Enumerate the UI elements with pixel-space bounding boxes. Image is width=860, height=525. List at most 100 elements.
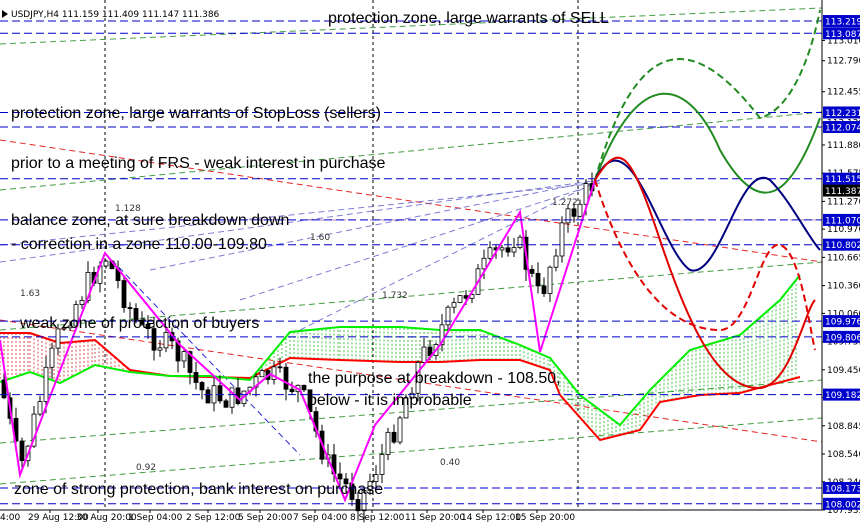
candle-body bbox=[541, 285, 547, 294]
fib-label: 1.732 bbox=[382, 291, 408, 301]
candle-body bbox=[439, 324, 445, 345]
fib-label: 0.92 bbox=[136, 463, 156, 473]
price-level-labels: 113.219 113.087 112.231 112.074 111.515 111.0… bbox=[823, 15, 860, 510]
candle-body bbox=[337, 473, 343, 480]
candle-body bbox=[145, 323, 151, 330]
forecast-red-solid bbox=[594, 156, 816, 390]
candle-body bbox=[43, 366, 49, 402]
candle-body bbox=[427, 346, 433, 356]
trend-line bbox=[0, 417, 823, 485]
candle-body bbox=[391, 431, 397, 443]
current-price-label: 111.387 bbox=[825, 187, 860, 197]
level-label: 109.806 bbox=[825, 333, 860, 343]
annotation-correction-zone: - correction in a zone 110.00-109.80 bbox=[11, 236, 267, 253]
x-tick-label-partial: 4:00 bbox=[0, 513, 20, 523]
candle-body bbox=[271, 366, 277, 380]
level-label-box bbox=[823, 213, 860, 226]
candle-body bbox=[229, 387, 235, 408]
candle-body bbox=[19, 440, 25, 462]
candle-body bbox=[127, 307, 133, 309]
candle-body bbox=[187, 351, 193, 373]
y-tick-label: 112.790 bbox=[827, 57, 860, 67]
annotation-weak-zone: weak zone of protection of buyers bbox=[19, 315, 259, 332]
x-tick-label: 1 Sep 04:00 bbox=[128, 513, 183, 523]
candle-body bbox=[577, 203, 583, 217]
candle-body bbox=[223, 400, 229, 408]
level-label: 111.070 bbox=[825, 216, 860, 226]
candle-body bbox=[487, 247, 493, 259]
candle-body bbox=[529, 269, 535, 274]
senkou-span-a bbox=[0, 332, 801, 442]
x-tick-label: 14 Sep 12:00 bbox=[461, 513, 521, 523]
level-label: 108.173 bbox=[825, 484, 860, 494]
x-tick-label: 30 Aug 20:00 bbox=[76, 513, 137, 523]
candle-body bbox=[583, 183, 589, 205]
candle-body bbox=[55, 328, 61, 349]
level-label: 112.231 bbox=[825, 109, 860, 119]
candle-body bbox=[163, 332, 169, 349]
candle-body bbox=[277, 366, 283, 369]
fibonacci-labels: 1.128 1.272 1.732 1.63 0.40 0.92 1.60 bbox=[20, 198, 578, 473]
level-label: 110.802 bbox=[825, 241, 860, 251]
candle-body bbox=[121, 280, 127, 308]
x-tick-label: 15 Sep 20:00 bbox=[515, 513, 575, 523]
level-label: 111.515 bbox=[825, 175, 860, 185]
trend-line bbox=[0, 7, 823, 45]
trend-line bbox=[0, 379, 823, 444]
zigzag bbox=[0, 179, 596, 503]
candle-body bbox=[547, 266, 553, 294]
candle-body bbox=[385, 431, 391, 455]
fib-label: 1.63 bbox=[20, 289, 40, 299]
trend-line bbox=[0, 179, 601, 263]
ichimoku-cloud bbox=[0, 274, 801, 442]
level-label: 109.976 bbox=[825, 318, 860, 328]
level-label-box bbox=[823, 497, 860, 510]
senkou-span-b bbox=[0, 274, 801, 427]
candle-body bbox=[445, 306, 451, 326]
fib-label: 1.128 bbox=[115, 204, 141, 214]
candle-body bbox=[481, 257, 487, 270]
horizontal-levels bbox=[0, 20, 822, 505]
candle-body bbox=[283, 366, 289, 390]
fib-label: 1.60 bbox=[310, 233, 330, 243]
level-label-box bbox=[823, 27, 860, 40]
x-tick-label: 8 Sep 12:00 bbox=[350, 513, 405, 523]
level-label-box bbox=[823, 172, 860, 185]
y-tick-label: 113.010 bbox=[827, 36, 860, 46]
current-price-box bbox=[823, 184, 860, 197]
y-tick-label: 108.540 bbox=[827, 450, 860, 460]
annotation-improbable: below - it is improbable bbox=[308, 392, 472, 409]
candle-body bbox=[1, 379, 7, 399]
forecast-green-solid bbox=[594, 92, 821, 194]
candle-body bbox=[505, 247, 511, 253]
candle-body bbox=[307, 389, 313, 412]
candle-body bbox=[355, 499, 361, 512]
candle-body bbox=[31, 413, 37, 447]
candle-body bbox=[193, 372, 199, 383]
y-tick-label: 110.970 bbox=[827, 225, 860, 235]
x-tick-label: 2 Sep 12:00 bbox=[186, 513, 241, 523]
y-tick-label: 108.845 bbox=[827, 422, 860, 432]
candle-body bbox=[181, 351, 187, 362]
zigzag-line bbox=[0, 179, 596, 503]
y-tick-label: 111.880 bbox=[827, 141, 860, 151]
trend-line bbox=[149, 179, 601, 271]
y-tick-label: 110.360 bbox=[827, 282, 860, 292]
candle-body bbox=[205, 389, 211, 404]
candle-body bbox=[67, 325, 73, 329]
trend-line bbox=[0, 261, 823, 331]
x-tick-label: 29 Aug 12:00 bbox=[28, 513, 89, 523]
trend-line bbox=[239, 182, 601, 301]
annotation-frs: prior to a meeting of FRS - weak interes… bbox=[11, 155, 385, 172]
candle-body bbox=[217, 385, 223, 402]
trend-line bbox=[0, 139, 823, 263]
candle-body bbox=[49, 347, 55, 368]
y-tick-label: 109.450 bbox=[827, 366, 860, 376]
candle-body bbox=[361, 490, 367, 512]
y-tick-label: 107.935 bbox=[827, 506, 860, 516]
candle-body bbox=[457, 295, 463, 303]
x-tick-label: 11 Sep 20:00 bbox=[405, 513, 465, 523]
